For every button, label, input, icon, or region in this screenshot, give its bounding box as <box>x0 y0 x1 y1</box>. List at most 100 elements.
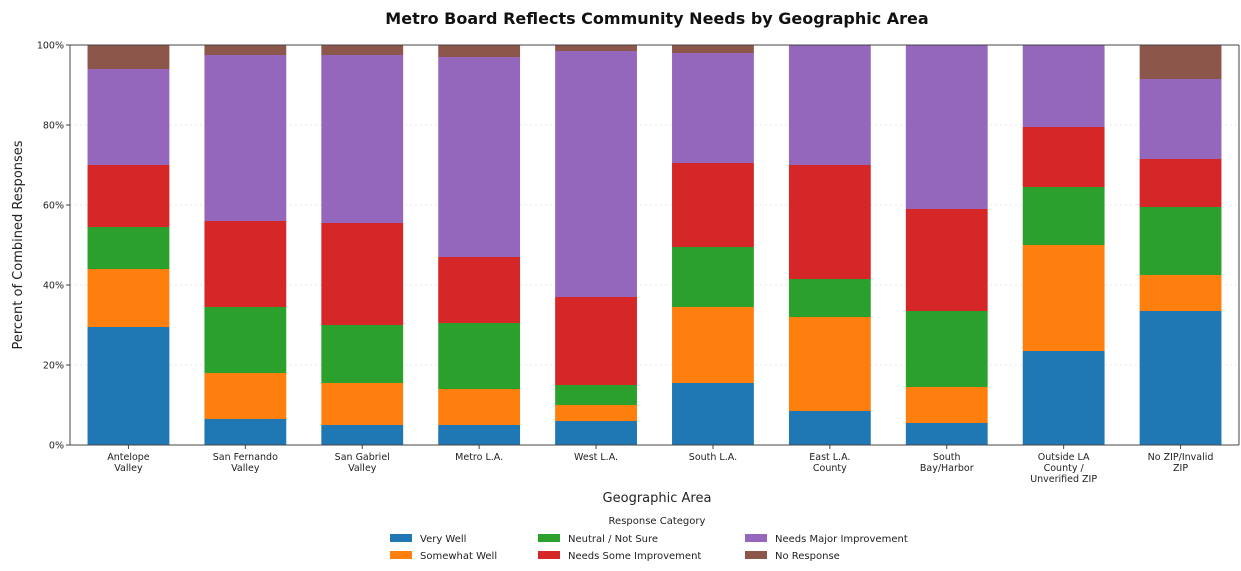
bar-segment <box>555 405 637 421</box>
legend-label: Very Well <box>420 534 466 545</box>
bar-segment <box>905 45 988 209</box>
bar-segment <box>672 383 754 445</box>
legend-label: Needs Major Improvement <box>775 534 908 545</box>
x-tick-labels: Antelope Valley San Fernando Valley San Gabr… <box>107 445 1213 485</box>
legend-item: Somewhat Well <box>390 551 497 562</box>
legend-items: Very Well Somewhat Well Neutral / Not Sure… <box>390 534 908 562</box>
bar-segment <box>321 55 404 223</box>
bar-segment <box>905 387 988 423</box>
bar-segment <box>87 69 170 165</box>
bar-segment <box>672 163 754 247</box>
bar-segment <box>788 411 871 445</box>
bar-segment <box>788 279 871 317</box>
bar-segment <box>87 227 170 269</box>
y-tick-label: 20% <box>43 361 64 372</box>
legend-label: Needs Some Improvement <box>568 551 701 562</box>
bar-segment <box>204 419 287 445</box>
y-tick-labels: 0% 20% 40% 60% 80% 100% <box>37 41 70 452</box>
x-tick-label: East L.A. County <box>809 452 850 474</box>
bar-segment <box>555 51 637 297</box>
bar-segment <box>1139 311 1222 445</box>
legend-item: Needs Some Improvement <box>538 551 701 562</box>
axes <box>69 44 1240 446</box>
y-tick-label: 100% <box>37 41 64 52</box>
bar-segment <box>1022 127 1105 187</box>
bar-segment <box>321 383 404 425</box>
legend-swatch <box>745 534 767 542</box>
bar-segment <box>555 45 637 51</box>
bar-segment <box>672 247 754 307</box>
legend: Response Category Very Well Somewhat Well… <box>390 516 908 562</box>
bar-segment <box>788 45 871 165</box>
x-tick-label: Antelope Valley <box>107 452 150 474</box>
bar-segment <box>87 327 170 445</box>
x-tick-label: San Fernando Valley <box>213 452 278 474</box>
y-axis-label: Percent of Combined Responses <box>11 140 26 349</box>
bar-segment <box>204 221 287 307</box>
bar-segment <box>555 385 637 405</box>
bar-segment <box>204 307 287 373</box>
bar-segment <box>788 165 871 279</box>
bar-segment <box>905 209 988 311</box>
bar-segment <box>1139 207 1222 275</box>
bar-segment <box>1022 45 1105 127</box>
legend-label: No Response <box>775 551 840 562</box>
bar-segment <box>905 311 988 387</box>
legend-swatch <box>538 551 560 559</box>
bar-segment <box>1139 159 1222 207</box>
bar-segment <box>87 165 170 227</box>
x-axis-label: Geographic Area <box>603 491 712 506</box>
x-tick-label: South L.A. <box>689 452 737 463</box>
y-tick-label: 0% <box>49 441 64 452</box>
bar-segment <box>204 55 287 221</box>
bars <box>87 45 1222 445</box>
x-tick-label: Outside LA County / Unverified ZIP <box>1030 452 1097 485</box>
bar-segment <box>321 223 404 325</box>
bar-segment <box>672 53 754 163</box>
bar-segment <box>788 317 871 411</box>
legend-item: Needs Major Improvement <box>745 534 908 545</box>
legend-swatch <box>745 551 767 559</box>
bar-segment <box>438 323 521 389</box>
bar-segment <box>1022 187 1105 245</box>
y-tick-label: 60% <box>43 201 64 212</box>
bar-segment <box>438 45 521 57</box>
bar-segment <box>438 57 521 257</box>
bar-segment <box>438 257 521 323</box>
legend-item: Neutral / Not Sure <box>538 534 658 545</box>
legend-label: Somewhat Well <box>420 551 497 562</box>
bar-segment <box>438 389 521 425</box>
x-tick-label: San Gabriel Valley <box>335 452 390 474</box>
bar-segment <box>321 45 404 55</box>
bar-segment <box>1139 45 1222 79</box>
x-tick-label: Metro L.A. <box>455 452 503 463</box>
bar-segment <box>438 425 521 445</box>
bar-segment <box>1022 351 1105 445</box>
bar-segment <box>672 307 754 383</box>
legend-swatch <box>538 534 560 542</box>
bar-segment <box>1022 245 1105 351</box>
x-tick-label: No ZIP/Invalid ZIP <box>1148 452 1214 474</box>
legend-item: No Response <box>745 551 840 562</box>
x-tick-label: West L.A. <box>574 452 618 463</box>
chart-title: Metro Board Reflects Community Needs by … <box>385 9 928 28</box>
x-tick-label: South Bay/Harbor <box>920 452 974 474</box>
bar-segment <box>555 421 637 445</box>
y-tick-label: 80% <box>43 121 64 132</box>
bar-segment <box>555 297 637 385</box>
bar-segment <box>87 45 170 69</box>
bar-segment <box>87 269 170 327</box>
legend-label: Neutral / Not Sure <box>568 534 658 545</box>
bar-segment <box>204 45 287 55</box>
bar-segment <box>672 45 754 53</box>
legend-swatch <box>390 534 412 542</box>
bar-segment <box>321 425 404 445</box>
bar-segment <box>1139 275 1222 311</box>
legend-swatch <box>390 551 412 559</box>
bar-segment <box>1139 79 1222 159</box>
legend-title: Response Category <box>609 516 706 527</box>
bar-segment <box>321 325 404 383</box>
bar-segment <box>905 423 988 445</box>
